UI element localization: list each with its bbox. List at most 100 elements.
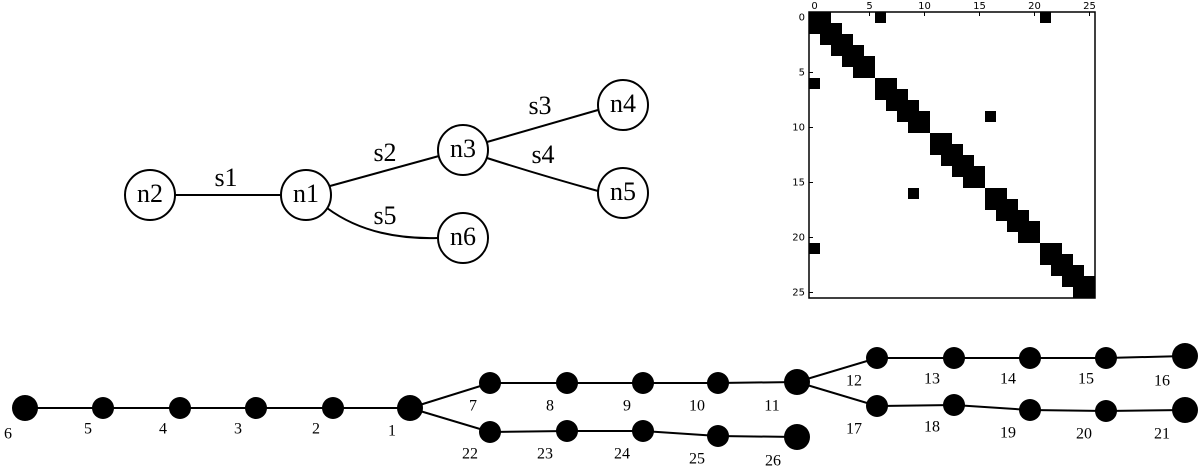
graph-node [169, 397, 191, 419]
matrix-cell [1051, 265, 1062, 276]
matrix-cell [919, 111, 930, 122]
edge [486, 109, 599, 143]
matrix-cell [1007, 199, 1018, 210]
x-tick-label: 15 [973, 1, 986, 12]
matrix-cell [1073, 276, 1084, 287]
graph-node [1172, 343, 1198, 369]
matrix-cell [1062, 265, 1073, 276]
node-label: 5 [84, 421, 92, 438]
y-tick-label: 15 [792, 178, 805, 189]
matrix-cell [853, 67, 864, 78]
edge-label: s3 [528, 91, 551, 120]
edge-label: s2 [373, 138, 396, 167]
matrix-cell [974, 166, 985, 177]
matrix-cell [1084, 276, 1095, 287]
node-label: 16 [1154, 373, 1170, 390]
matrix-cell [1073, 287, 1084, 298]
graph-node [1172, 397, 1198, 423]
node-label: n5 [610, 177, 636, 206]
y-tick-label: 5 [799, 68, 805, 79]
matrix-cell [1029, 232, 1040, 243]
node-label: 17 [846, 421, 862, 438]
node-label: n6 [450, 222, 476, 251]
matrix-cell [853, 56, 864, 67]
matrix-cell [1062, 276, 1073, 287]
matrix-cell [842, 45, 853, 56]
matrix-cell [952, 144, 963, 155]
node-label: 20 [1076, 426, 1092, 443]
graph-node [1095, 400, 1117, 422]
matrix-cell [908, 100, 919, 111]
edge [409, 407, 798, 438]
node-label: n1 [293, 179, 319, 208]
graph-node [12, 395, 38, 421]
graph-node [322, 397, 344, 419]
graph-node [707, 425, 729, 447]
matrix-cell [864, 67, 875, 78]
edge [326, 207, 439, 240]
x-tick-label: 20 [1028, 1, 1041, 12]
edge-label: s4 [531, 140, 554, 169]
node-label: 4 [159, 421, 167, 438]
y-tick-label: 10 [792, 123, 805, 134]
node-label: 12 [846, 373, 862, 390]
matrix-cell [963, 155, 974, 166]
matrix-cell [985, 188, 996, 199]
matrix-cell [831, 45, 842, 56]
matrix-cell [941, 144, 952, 155]
matrix-cell [985, 199, 996, 210]
matrix-cell [1051, 243, 1062, 254]
graph-node [784, 424, 810, 450]
matrix-cell [985, 111, 996, 122]
graph-node [1019, 399, 1041, 421]
matrix-cell [864, 56, 875, 67]
node-label: 22 [462, 446, 478, 463]
matrix-cell [1018, 221, 1029, 232]
tree-node [597, 79, 649, 131]
node-label: 24 [614, 446, 630, 463]
matrix-cell [996, 210, 1007, 221]
tree-edges [175, 109, 599, 240]
matrix-cell [1051, 254, 1062, 265]
matrix-cell [908, 122, 919, 133]
node-label: 3 [234, 421, 242, 438]
matrix-cell [974, 177, 985, 188]
node-label: 23 [537, 446, 553, 463]
node-label: 25 [689, 451, 705, 468]
graph-node [632, 372, 654, 394]
matrix-cell [897, 89, 908, 100]
matrix-cell [875, 78, 886, 89]
graph-node [556, 372, 578, 394]
node-label: 1 [388, 423, 396, 440]
graph-node [556, 420, 578, 442]
y-tick-label: 20 [792, 233, 805, 244]
matrix-cell [809, 12, 820, 23]
matrix-cell [1040, 243, 1051, 254]
matrix-cell [963, 166, 974, 177]
matrix-cell [886, 78, 897, 89]
matrix-cell [1040, 254, 1051, 265]
edge [329, 155, 440, 187]
node-label: 2 [312, 421, 320, 438]
matrix-cell [996, 188, 1007, 199]
graph-node [92, 397, 114, 419]
matrix-cell [1007, 210, 1018, 221]
x-tick-label: 10 [918, 1, 931, 12]
node-label: 9 [623, 398, 631, 415]
graph-edges [25, 355, 1186, 438]
matrix-cell [930, 144, 941, 155]
matrix-cell [1073, 265, 1084, 276]
node-label: 8 [546, 398, 554, 415]
matrix-cell [875, 12, 886, 23]
tree-node [437, 124, 489, 176]
graph-node [943, 347, 965, 369]
graph-node [632, 420, 654, 442]
node-label: n4 [610, 89, 636, 118]
node-label: 15 [1078, 371, 1094, 388]
graph-node [866, 347, 888, 369]
matrix-cell [809, 23, 820, 34]
tree-node [124, 169, 176, 221]
node-label: 26 [765, 453, 781, 470]
matrix-cell [820, 34, 831, 45]
